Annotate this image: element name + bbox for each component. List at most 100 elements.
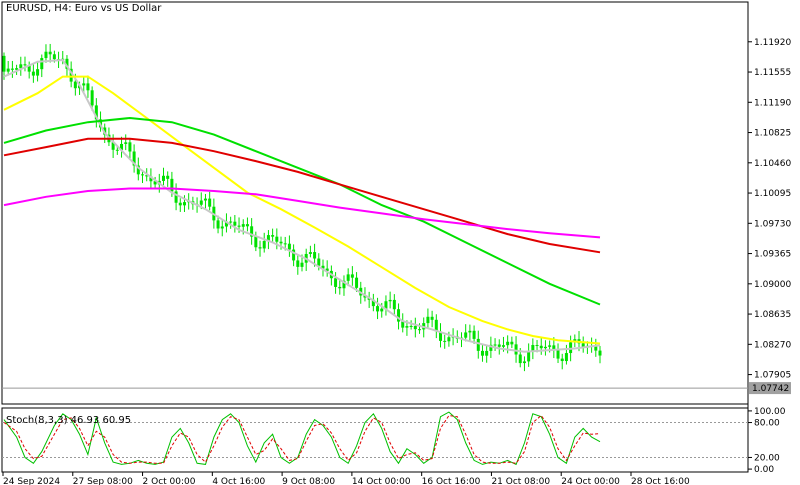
candle-body: [527, 351, 531, 362]
candle-body: [493, 344, 497, 346]
candle-body: [388, 299, 392, 302]
candle-body: [73, 81, 77, 89]
candle-body: [161, 175, 165, 181]
chart-title: EURUSD, H4: Euro vs US Dollar: [6, 3, 162, 14]
candle-body: [279, 241, 283, 244]
candle-body: [229, 221, 233, 223]
time-tick-label: 16 Oct 16:00: [422, 477, 481, 485]
candle-body: [371, 299, 375, 307]
candle-body: [266, 235, 270, 242]
candle-body: [15, 68, 19, 70]
candle-body: [120, 143, 124, 150]
candle-body: [115, 149, 119, 151]
candle-body: [90, 90, 94, 106]
stoch-main-line: [3, 411, 601, 466]
candle-body: [522, 361, 526, 364]
stoch-tick-label: 20.00: [754, 453, 780, 463]
candle-body: [548, 345, 552, 347]
candle-body: [86, 83, 90, 91]
candle-body: [464, 332, 468, 338]
candle-body: [560, 358, 564, 362]
main-plot-frame: [1, 1, 749, 405]
candle-body: [426, 316, 430, 324]
candle-body: [485, 350, 489, 356]
candle-body: [69, 68, 73, 82]
candle-body: [23, 64, 27, 66]
candle-body: [418, 329, 422, 331]
price-tick-label: 1.10095: [754, 189, 791, 199]
candle-body: [136, 165, 140, 175]
candle-body: [208, 198, 212, 207]
stoch-plot: [2, 411, 748, 466]
candle-body: [489, 344, 493, 351]
candle-body: [405, 326, 409, 328]
current-price-label: 1.07742: [752, 384, 789, 394]
candle-body: [594, 345, 598, 351]
candle-body: [380, 308, 384, 312]
candle-body: [40, 58, 44, 70]
candle-body: [203, 198, 207, 201]
candle-body: [443, 340, 447, 342]
candle-body: [409, 325, 413, 327]
candle-body: [539, 345, 543, 349]
candle-body: [342, 280, 346, 289]
candle-body: [245, 224, 249, 227]
candle-body: [468, 330, 472, 333]
price-tick-label: 1.08635: [754, 310, 791, 320]
candle-body: [283, 243, 287, 245]
candle-body: [413, 325, 417, 330]
time-tick-label: 28 Oct 16:00: [631, 477, 690, 485]
candle-body: [518, 354, 522, 364]
candle-body: [472, 330, 476, 339]
candle-body: [531, 344, 535, 352]
time-tick-label: 24 Sep 2024: [3, 477, 60, 485]
candle-body: [287, 243, 291, 250]
candle-body: [31, 71, 35, 76]
price-tick-label: 1.07905: [754, 371, 791, 381]
candle-body: [82, 83, 86, 86]
candle-body: [430, 316, 434, 320]
candle-body: [275, 236, 279, 242]
price-tick-label: 1.10460: [754, 159, 791, 169]
candle-body: [501, 345, 505, 347]
candle-body: [262, 241, 266, 249]
candle-body: [334, 278, 338, 287]
candle-body: [514, 344, 518, 355]
price-tick-label: 1.11190: [754, 98, 791, 108]
candle-body: [447, 337, 451, 342]
candle-body: [124, 142, 128, 144]
candle-body: [178, 202, 182, 206]
candle-body: [224, 221, 228, 227]
time-tick-label: 4 Oct 16:00: [212, 477, 265, 485]
candle-body: [598, 350, 602, 356]
candle-body: [149, 176, 153, 182]
candle-body: [241, 224, 245, 227]
candle-body: [397, 309, 401, 322]
candle-body: [216, 220, 220, 229]
candle-body: [439, 331, 443, 341]
time-tick-label: 2 Oct 00:00: [143, 477, 196, 485]
candle-body: [292, 249, 296, 261]
candle-body: [128, 142, 132, 152]
time-tick-label: 27 Sep 08:00: [73, 477, 133, 485]
candle-body: [44, 51, 48, 59]
stoch-tick-label: 100.00: [754, 407, 786, 417]
moving-average-line: [3, 58, 601, 353]
candle-body: [355, 277, 359, 288]
candle-body: [10, 68, 14, 70]
candle-body: [237, 225, 241, 227]
price-tick-label: 1.10825: [754, 129, 791, 139]
candle-body: [166, 175, 170, 179]
price-tick-label: 1.09730: [754, 219, 791, 229]
candle-body: [220, 226, 224, 229]
candle-body: [506, 341, 510, 346]
candle-body: [384, 301, 388, 309]
moving-average-line: [3, 187, 601, 239]
candle-body: [48, 51, 52, 55]
candle-body: [254, 236, 258, 248]
candle-body: [36, 69, 40, 76]
moving-average-line: [3, 137, 601, 254]
candle-body: [392, 299, 396, 310]
candle-body: [564, 353, 568, 362]
candle-body: [552, 345, 556, 351]
